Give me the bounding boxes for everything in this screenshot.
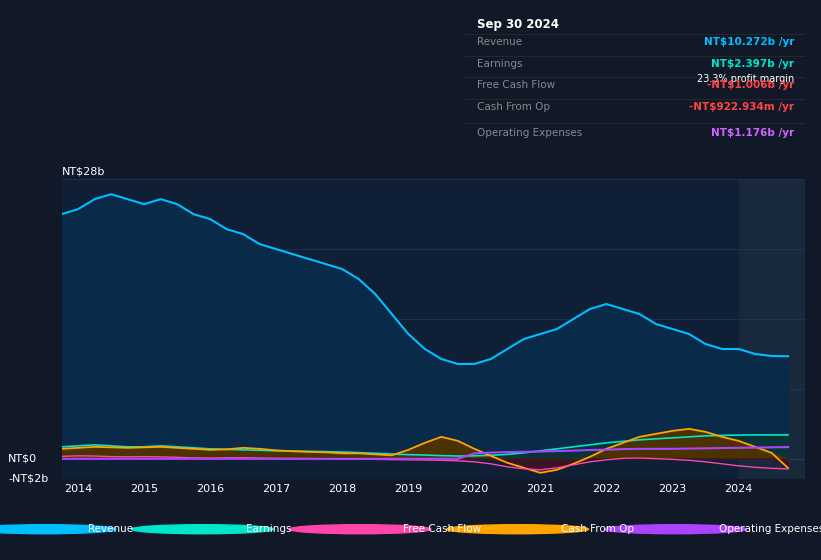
Text: NT$10.272b /yr: NT$10.272b /yr bbox=[704, 38, 795, 48]
Text: Revenue: Revenue bbox=[478, 38, 523, 48]
Text: NT$28b: NT$28b bbox=[62, 166, 105, 176]
Text: Earnings: Earnings bbox=[478, 59, 523, 69]
Text: NT$1.176b /yr: NT$1.176b /yr bbox=[711, 128, 795, 138]
Text: Free Cash Flow: Free Cash Flow bbox=[478, 81, 556, 90]
Text: NT$0: NT$0 bbox=[8, 454, 37, 464]
Text: NT$2.397b /yr: NT$2.397b /yr bbox=[711, 59, 795, 69]
Text: Revenue: Revenue bbox=[88, 524, 133, 534]
Text: -NT$2b: -NT$2b bbox=[8, 474, 48, 484]
Circle shape bbox=[131, 525, 273, 534]
Text: -NT$1.006b /yr: -NT$1.006b /yr bbox=[707, 81, 795, 90]
Text: Free Cash Flow: Free Cash Flow bbox=[403, 524, 482, 534]
Text: Operating Expenses: Operating Expenses bbox=[478, 128, 583, 138]
Text: Operating Expenses: Operating Expenses bbox=[718, 524, 821, 534]
Text: Earnings: Earnings bbox=[245, 524, 291, 534]
Text: Cash From Op: Cash From Op bbox=[561, 524, 634, 534]
Circle shape bbox=[447, 525, 589, 534]
Circle shape bbox=[289, 525, 431, 534]
Circle shape bbox=[0, 525, 116, 534]
Circle shape bbox=[604, 525, 746, 534]
Text: Cash From Op: Cash From Op bbox=[478, 102, 551, 112]
Text: Sep 30 2024: Sep 30 2024 bbox=[478, 18, 559, 31]
Bar bbox=[739, 179, 805, 479]
Text: 23.3% profit margin: 23.3% profit margin bbox=[697, 74, 795, 84]
Text: -NT$922.934m /yr: -NT$922.934m /yr bbox=[690, 102, 795, 112]
